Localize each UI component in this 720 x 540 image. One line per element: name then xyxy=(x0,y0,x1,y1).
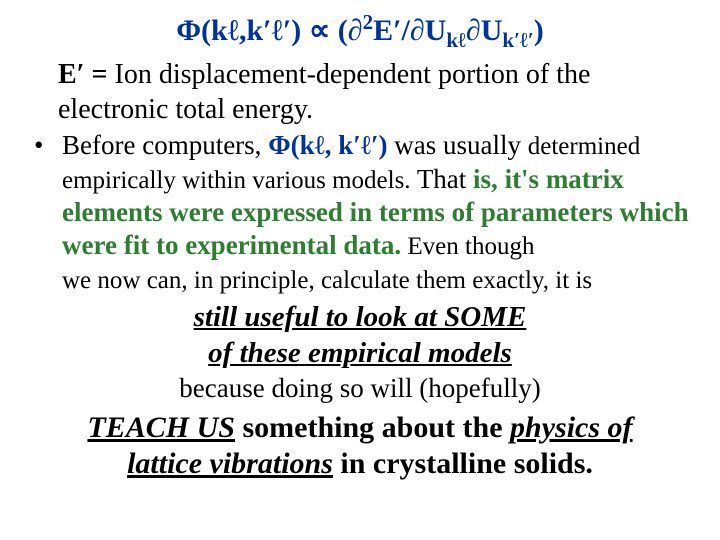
slide: Φ(kℓ,k′ℓ′) ∝ (∂2E′/∂Ukℓ∂Uk′ℓ′) E′ = Ion … xyxy=(0,0,720,540)
bullet-text-g: Even though xyxy=(401,233,534,260)
rhs-mid1: E′/∂U xyxy=(373,14,446,47)
bullet-text-e: is, xyxy=(473,164,505,194)
rhs-open: (∂ xyxy=(338,14,363,47)
phi-lhs-1: Φ(kℓ, xyxy=(176,14,246,47)
rhs-sub1: kℓ xyxy=(446,28,466,52)
rhs-sub2: k′ℓ′ xyxy=(502,28,533,52)
bullet-text-a: Before computers, xyxy=(62,130,268,160)
center-line-1: still useful to look at SOME xyxy=(194,301,527,333)
bullet-item: • Before computers, Φ(kℓ, k′ℓ′) was usua… xyxy=(30,129,690,296)
phi-inline: Φ(kℓ, k′ℓ′) xyxy=(268,130,387,160)
bullet-body: Before computers, Φ(kℓ, k′ℓ′) was usuall… xyxy=(62,129,690,296)
center-line-2: of these empirical models xyxy=(208,337,512,369)
because-line: because doing so will (hopefully) xyxy=(30,373,690,404)
teach-mid1: something about the xyxy=(235,411,510,444)
eprime-text-2: electronic total energy. xyxy=(58,94,313,125)
teach-us: TEACH US xyxy=(87,411,235,444)
eprime-definition: E′ = Ion displacement-dependent portion … xyxy=(58,57,690,127)
phi-lhs-2: k′ℓ′) xyxy=(247,14,302,47)
rhs-close: ) xyxy=(534,14,544,47)
teach-conclusion: TEACH US something about the physics of … xyxy=(30,410,690,483)
bullet-text-d: That xyxy=(417,164,473,194)
force-constant-formula: Φ(kℓ,k′ℓ′) ∝ (∂2E′/∂Ukℓ∂Uk′ℓ′) xyxy=(30,10,690,53)
bullet-text-h: we now can, in principle, calculate them… xyxy=(62,267,592,294)
eprime-label: E′ = xyxy=(58,59,115,90)
rhs-mid2: ∂U xyxy=(466,14,503,47)
teach-period: . xyxy=(585,447,593,480)
physics-of: physics of xyxy=(510,411,633,444)
rhs-sup: 2 xyxy=(363,10,374,34)
eprime-text-1: Ion displacement-dependent portion of th… xyxy=(115,59,591,90)
bullet-dot: • xyxy=(30,129,62,162)
propto: ∝ xyxy=(301,14,337,47)
lattice-vibrations: lattice vibrations xyxy=(127,447,333,480)
center-emphasis: still useful to look at SOME of these em… xyxy=(30,300,690,371)
teach-mid3: in crystalline solids xyxy=(333,447,586,480)
bullet-text-b: was usually xyxy=(388,130,528,160)
